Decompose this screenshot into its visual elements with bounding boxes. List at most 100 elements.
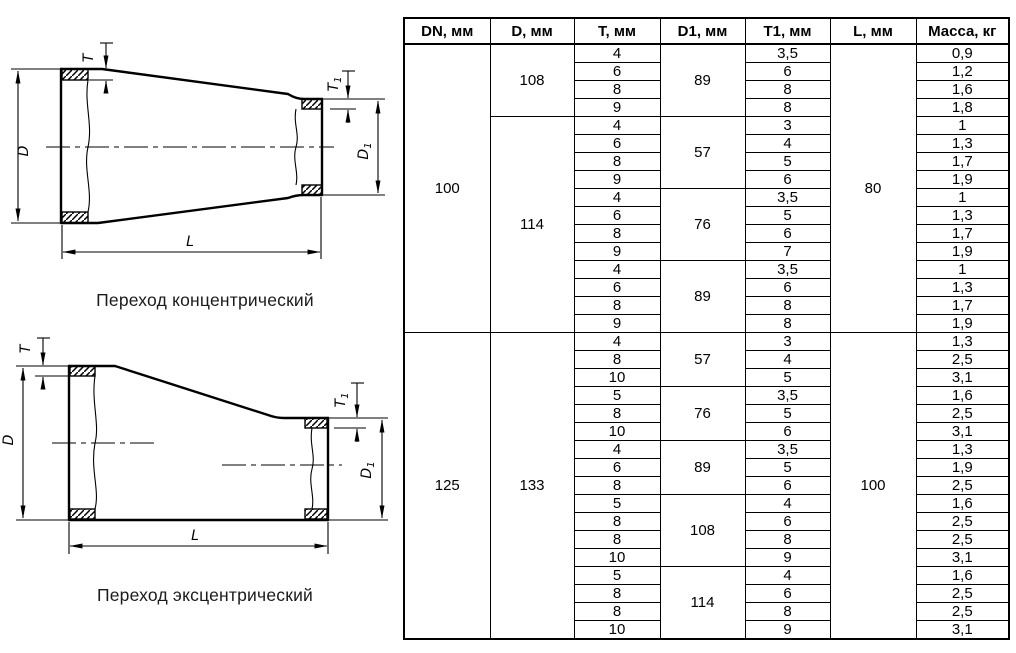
cell-d1: 108: [659, 494, 746, 567]
cell-t: 9: [573, 170, 661, 189]
cell-mass: 1,6: [915, 566, 1010, 585]
cell-mass: 1,3: [915, 206, 1010, 225]
wall-section-hatch: [304, 417, 328, 429]
dim-label-l: L: [186, 234, 194, 250]
cell-mass: 1,6: [915, 80, 1010, 99]
cell-t: 8: [573, 530, 661, 549]
cell-mass: 1,3: [915, 134, 1010, 153]
wall-section-hatch: [301, 184, 323, 196]
cell-t1: 4: [744, 350, 831, 369]
cell-t: 6: [573, 278, 661, 297]
cell-t: 8: [573, 224, 661, 243]
break-line: [310, 427, 314, 510]
cell-t1: 3,5: [744, 188, 831, 207]
dim-label-d: D: [1, 434, 17, 445]
break-line: [86, 79, 91, 213]
wall-section-hatch: [301, 98, 323, 110]
cell-t1: 6: [744, 512, 831, 531]
cell-t: 10: [573, 422, 661, 441]
column-header-t: T, мм: [573, 17, 661, 45]
dim-label-t1: T1: [326, 77, 344, 92]
cell-t1: 3,5: [744, 386, 831, 405]
cell-t: 8: [573, 80, 661, 99]
cell-mass: 1,8: [915, 98, 1010, 117]
table-header-row: DN, мм D, мм T, мм D1, мм T1, мм L, мм М…: [403, 17, 1010, 45]
cell-mass: 1,3: [915, 332, 1010, 351]
table-row: 8 6 2,5: [404, 584, 1010, 603]
cell-t1: 5: [744, 368, 831, 387]
cell-t1: 3: [744, 332, 831, 351]
cell-d1: 114: [659, 566, 746, 640]
cell-t: 6: [573, 62, 661, 81]
table-row: 10 5 3,1: [404, 368, 1010, 387]
cell-t1: 5: [744, 404, 831, 423]
cell-t1: 6: [744, 476, 831, 495]
cell-d1: 57: [659, 116, 746, 189]
cell-l: 100: [829, 332, 917, 640]
table-row: 114 4 57 3 1: [404, 116, 1010, 333]
table-row: 5 108 4 1,6: [404, 494, 1010, 567]
dim-label-d1: D1: [356, 142, 374, 159]
cell-t1: 8: [744, 98, 831, 117]
column-header-mass: Масса, кг: [915, 17, 1010, 45]
cell-mass: 1: [915, 188, 1010, 207]
cell-t1: 6: [744, 584, 831, 603]
cell-t: 4: [573, 116, 661, 135]
table-row: 8 4 2,5: [404, 350, 1010, 369]
concentric-caption: Переход концентрический: [96, 290, 314, 310]
cell-t1: 6: [744, 422, 831, 441]
cell-mass: 1: [915, 116, 1010, 135]
cell-mass: 1,2: [915, 62, 1010, 81]
cell-t1: 4: [744, 566, 831, 585]
cell-t1: 6: [744, 278, 831, 297]
dim-label-t: T: [18, 343, 34, 353]
cell-t: 4: [573, 260, 661, 279]
concentric-reducer-drawing: T D T1 D1 L: [11, 42, 385, 259]
cell-t: 8: [573, 584, 661, 603]
cell-t1: 3,5: [744, 440, 831, 459]
cell-d1: 89: [659, 43, 746, 117]
cell-t1: 9: [744, 620, 831, 640]
cell-t: 4: [573, 43, 661, 63]
cell-t1: 5: [744, 206, 831, 225]
table-row: 8 6 2,5: [404, 512, 1010, 531]
dim-label-t1: T1: [333, 393, 351, 408]
column-header-t1: T1, мм: [744, 17, 831, 45]
cell-dn: 125: [403, 332, 491, 640]
table-row: 8 8 1,7: [404, 296, 1010, 315]
cell-t: 9: [573, 98, 661, 117]
cell-d1: 76: [659, 386, 746, 441]
table-row: 10 9 3,1: [404, 548, 1010, 567]
cell-t1: 8: [744, 80, 831, 99]
cell-t1: 4: [744, 494, 831, 513]
reducer-top-edge: [59, 67, 324, 101]
cell-mass: 1,9: [915, 314, 1010, 333]
table-row: 6 4 1,3: [404, 134, 1010, 153]
cell-mass: 3,1: [915, 620, 1010, 640]
cell-mass: 1,3: [915, 278, 1010, 297]
cell-t: 10: [573, 548, 661, 567]
table-row: 4 89 3,5 1: [404, 260, 1010, 333]
cell-d: 133: [489, 332, 575, 640]
cell-mass: 1,7: [915, 224, 1010, 243]
table-row: 10 9 3,1: [404, 620, 1010, 640]
cell-t: 8: [573, 404, 661, 423]
cell-t1: 4: [744, 134, 831, 153]
cell-t: 6: [573, 134, 661, 153]
column-header-l: L, мм: [829, 17, 917, 45]
cell-t1: 9: [744, 548, 831, 567]
cell-t1: 6: [744, 224, 831, 243]
cell-t1: 5: [744, 458, 831, 477]
cell-t: 4: [573, 332, 661, 351]
cell-t: 4: [573, 440, 661, 459]
cell-mass: 1,9: [915, 458, 1010, 477]
column-header-d: D, мм: [489, 17, 575, 45]
cell-mass: 1,6: [915, 494, 1010, 513]
cell-dn: 100: [403, 43, 491, 333]
cell-mass: 0,9: [915, 43, 1010, 63]
cell-t: 10: [573, 620, 661, 640]
table-row: 9 6 1,9: [404, 170, 1010, 189]
wall-section-hatch: [304, 508, 328, 520]
cell-t: 5: [573, 566, 661, 585]
